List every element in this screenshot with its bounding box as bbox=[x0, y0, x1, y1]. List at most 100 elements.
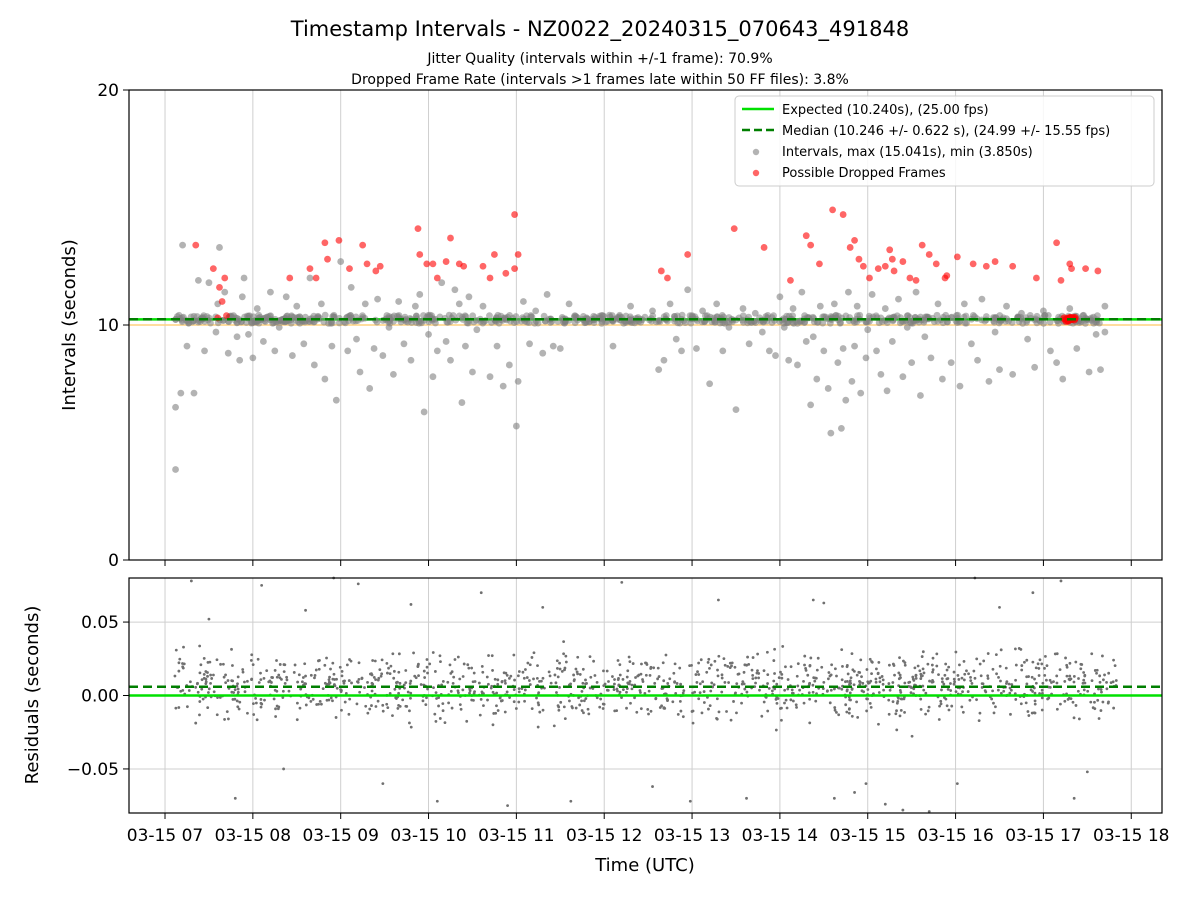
residual-point bbox=[188, 680, 192, 684]
interval-point bbox=[1024, 335, 1032, 343]
residual-point bbox=[781, 645, 785, 648]
residual-point bbox=[339, 688, 343, 692]
residual-point bbox=[1053, 652, 1057, 656]
residual-point bbox=[997, 675, 1000, 679]
residual-point bbox=[235, 684, 239, 688]
interval-point bbox=[676, 319, 684, 327]
interval-point bbox=[739, 312, 747, 320]
residual-point bbox=[627, 682, 631, 686]
residual-point bbox=[938, 704, 941, 708]
residual-point bbox=[373, 659, 377, 663]
residual-point bbox=[295, 718, 299, 722]
interval-point bbox=[245, 331, 252, 338]
residual-point bbox=[602, 684, 606, 688]
residual-point bbox=[898, 689, 902, 692]
interval-point bbox=[933, 311, 941, 319]
residual-point bbox=[405, 705, 409, 708]
residual-point bbox=[512, 700, 516, 704]
interval-point bbox=[1033, 319, 1041, 327]
residual-point bbox=[802, 679, 805, 683]
residual-point bbox=[880, 675, 884, 678]
residual-point bbox=[243, 680, 246, 684]
residual-point bbox=[449, 689, 453, 693]
residual-point bbox=[202, 657, 206, 660]
dropped-frame-point bbox=[209, 265, 217, 272]
interval-point bbox=[458, 399, 466, 406]
residual-point bbox=[939, 702, 943, 706]
residual-point bbox=[982, 659, 986, 663]
interval-point bbox=[242, 319, 250, 326]
residual-point bbox=[584, 697, 588, 700]
residual-point bbox=[563, 717, 567, 720]
residual-point bbox=[919, 707, 923, 711]
residual-point bbox=[296, 680, 300, 684]
residual-point bbox=[1008, 686, 1012, 690]
residual-point bbox=[1019, 702, 1023, 706]
residual-point bbox=[439, 660, 442, 664]
residual-point bbox=[1031, 591, 1035, 595]
residual-point bbox=[720, 690, 724, 694]
residual-point bbox=[855, 700, 859, 704]
interval-point bbox=[842, 396, 850, 404]
residual-point bbox=[741, 680, 745, 684]
residual-point bbox=[621, 677, 625, 681]
residual-point bbox=[356, 582, 360, 586]
dropped-frame-point bbox=[899, 258, 907, 265]
residual-point bbox=[746, 655, 749, 659]
residual-point bbox=[826, 689, 829, 693]
interval-point bbox=[1085, 368, 1093, 376]
residual-point bbox=[198, 700, 202, 703]
residual-point bbox=[709, 663, 713, 667]
residual-point bbox=[833, 687, 836, 691]
residual-point bbox=[742, 670, 746, 674]
residual-point bbox=[285, 675, 289, 679]
residual-point bbox=[859, 658, 863, 662]
interval-point bbox=[888, 338, 896, 345]
residual-point bbox=[272, 697, 276, 701]
residual-point bbox=[841, 664, 844, 668]
residual-point bbox=[939, 699, 943, 703]
residual-point bbox=[431, 651, 435, 654]
residual-point bbox=[199, 663, 203, 667]
residual-point bbox=[849, 676, 853, 680]
interval-point bbox=[723, 318, 731, 326]
residual-point bbox=[649, 709, 653, 713]
dropped-frame-point bbox=[306, 265, 314, 272]
interval-point bbox=[868, 291, 876, 298]
residual-point bbox=[865, 709, 869, 713]
residual-point bbox=[924, 712, 928, 716]
legend: Expected (10.240s), (25.00 fps) Median (… bbox=[734, 95, 1155, 187]
residual-point bbox=[922, 688, 926, 692]
residual-point bbox=[1112, 706, 1116, 710]
residual-point bbox=[901, 808, 905, 812]
residual-point bbox=[833, 667, 837, 671]
residual-point bbox=[615, 687, 619, 691]
residual-point bbox=[300, 680, 304, 684]
residual-point bbox=[246, 679, 249, 683]
interval-point bbox=[824, 385, 832, 392]
interval-point bbox=[895, 295, 902, 303]
interval-point bbox=[438, 279, 446, 287]
residual-point bbox=[227, 717, 230, 721]
residual-point bbox=[723, 663, 727, 667]
interval-point bbox=[1073, 345, 1081, 352]
interval-point bbox=[813, 375, 821, 383]
residual-point bbox=[1005, 682, 1008, 685]
residual-point bbox=[618, 663, 622, 667]
residual-point bbox=[1043, 666, 1046, 670]
residual-point bbox=[751, 656, 755, 659]
residual-point bbox=[850, 688, 854, 691]
interval-point bbox=[400, 340, 408, 348]
residual-point bbox=[304, 703, 308, 707]
residual-point bbox=[717, 598, 720, 602]
residual-point bbox=[961, 710, 965, 714]
residual-point bbox=[969, 675, 972, 679]
residual-point bbox=[770, 689, 774, 693]
legend-expected-label: Expected (10.240s), (25.00 fps) bbox=[782, 103, 989, 118]
residual-point bbox=[760, 714, 764, 718]
interval-point bbox=[780, 323, 788, 331]
interval-point bbox=[947, 359, 955, 366]
interval-point bbox=[678, 347, 685, 355]
interval-point bbox=[768, 319, 776, 326]
residual-point bbox=[251, 663, 255, 667]
